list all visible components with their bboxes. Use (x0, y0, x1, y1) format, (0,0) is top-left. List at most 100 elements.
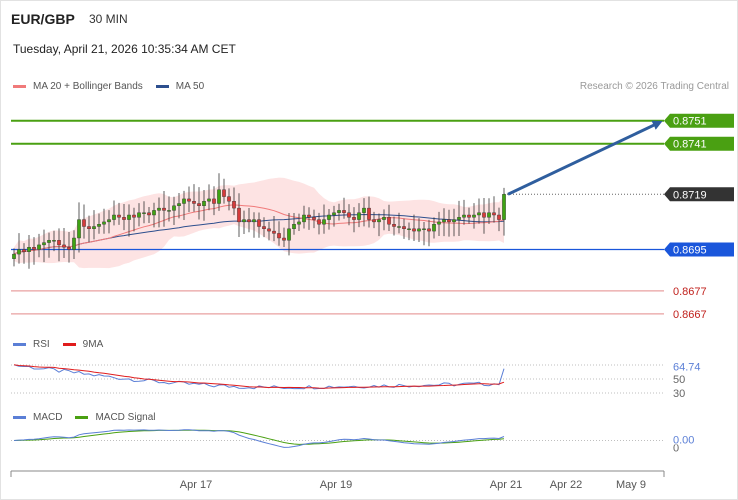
candle-body (107, 219, 111, 223)
candle-body (472, 214, 476, 218)
ma20-legend-label: MA 20 + Bollinger Bands (33, 81, 143, 92)
candle-body (207, 198, 211, 202)
ma50-swatch (155, 85, 169, 88)
forecast-arrow (507, 120, 663, 196)
forecast-arrow-layer (507, 120, 663, 196)
x-tick-label: May 9 (616, 479, 646, 491)
rsi-value-tag (668, 360, 708, 373)
candle-body (292, 223, 296, 229)
rsi-level-label-1: 50 (673, 374, 685, 386)
rsi-legend-label: RSI (33, 339, 50, 350)
candle-body (17, 249, 21, 255)
candle-body (52, 240, 56, 242)
macd-panel: 00.00 (11, 429, 700, 455)
candle-body (232, 200, 236, 209)
macd-line (13, 429, 505, 448)
macd-value-tag (668, 432, 700, 445)
current-price-tag (664, 187, 734, 202)
rsi-level-label-2: 30 (673, 388, 685, 400)
candle-body (467, 214, 471, 218)
candle-body (407, 228, 411, 231)
candle-body (327, 214, 331, 220)
candle-body (252, 219, 256, 223)
candle-body (367, 207, 371, 220)
candle-body (147, 212, 151, 216)
candle-body (382, 217, 386, 220)
candle-body (217, 189, 221, 204)
candle-body (32, 246, 36, 250)
rsi-9ma-swatch (62, 343, 76, 346)
candle-body (127, 214, 131, 220)
candle-body (237, 207, 241, 223)
candle-body (142, 212, 146, 214)
target-label-4: 0.8677 (673, 286, 707, 298)
candle-body (92, 226, 96, 229)
candle-body (482, 212, 486, 218)
candle-body (42, 242, 46, 246)
candle-body (307, 214, 311, 218)
candle-body (372, 219, 376, 223)
candle-body (432, 223, 436, 232)
candle-body (282, 237, 286, 241)
support-label-3: 0.8695 (673, 245, 707, 257)
macd-signal-line (13, 429, 505, 445)
candle-body (242, 219, 246, 223)
candle-body (197, 203, 201, 206)
rsi-panel: 70503064.74 (11, 360, 708, 400)
candle-body (357, 212, 361, 220)
candle-body (152, 210, 156, 216)
ma50-legend-label: MA 50 (175, 81, 205, 92)
macd-swatch (13, 416, 26, 419)
candle-body (167, 210, 171, 212)
candle-body (442, 219, 446, 223)
candle-body (437, 221, 441, 225)
macd-legend-label: MACD (33, 412, 63, 423)
candle-body (72, 237, 76, 250)
candle-body (267, 228, 271, 232)
candle-body (262, 226, 266, 229)
resistance-label-1: 0.8741 (673, 139, 707, 151)
candles-layer (12, 173, 506, 269)
timeframe-label: 30 MIN (89, 12, 128, 26)
candle-body (422, 228, 426, 231)
candle-body (67, 246, 71, 250)
candle-body (102, 221, 106, 225)
rsi-legend: RSI 9MA (13, 339, 103, 350)
candle-body (417, 228, 421, 232)
target-label-5: 0.8667 (673, 309, 707, 321)
candle-body (377, 219, 381, 223)
macd-signal-swatch (75, 416, 89, 419)
candle-body (352, 217, 356, 220)
candle-body (77, 219, 81, 239)
candle-body (347, 212, 351, 218)
candle-body (247, 219, 251, 223)
candle-body (462, 214, 466, 218)
rsi-line (13, 364, 505, 390)
candle-body (362, 207, 366, 213)
macd-signal-legend-label: MACD Signal (95, 412, 156, 423)
macd-legend: MACD MACD Signal (13, 412, 155, 423)
candle-body (87, 226, 91, 229)
candle-body (97, 223, 101, 227)
candle-body (392, 223, 396, 227)
candle-body (177, 203, 181, 206)
candle-body (342, 210, 346, 213)
candle-body (182, 198, 186, 204)
candle-body (317, 219, 321, 225)
candle-body (257, 219, 261, 227)
candle-body (302, 214, 306, 223)
candle-body (172, 205, 176, 211)
candle-body (37, 244, 41, 250)
chart-datetime: Tuesday, April 21, 2026 10:35:34 AM CET (13, 42, 236, 56)
x-tick-label: Apr 21 (490, 479, 522, 491)
rsi-value-label: 64.74 (673, 362, 701, 374)
candle-body (27, 246, 31, 252)
candle-body (387, 217, 391, 225)
research-credit: Research © 2026 Trading Central (579, 81, 729, 92)
candle-body (202, 200, 206, 206)
candle-body (212, 198, 216, 204)
candle-body (457, 217, 461, 220)
x-tick-label: Apr 22 (550, 479, 582, 491)
x-tick-label: Apr 19 (320, 479, 352, 491)
